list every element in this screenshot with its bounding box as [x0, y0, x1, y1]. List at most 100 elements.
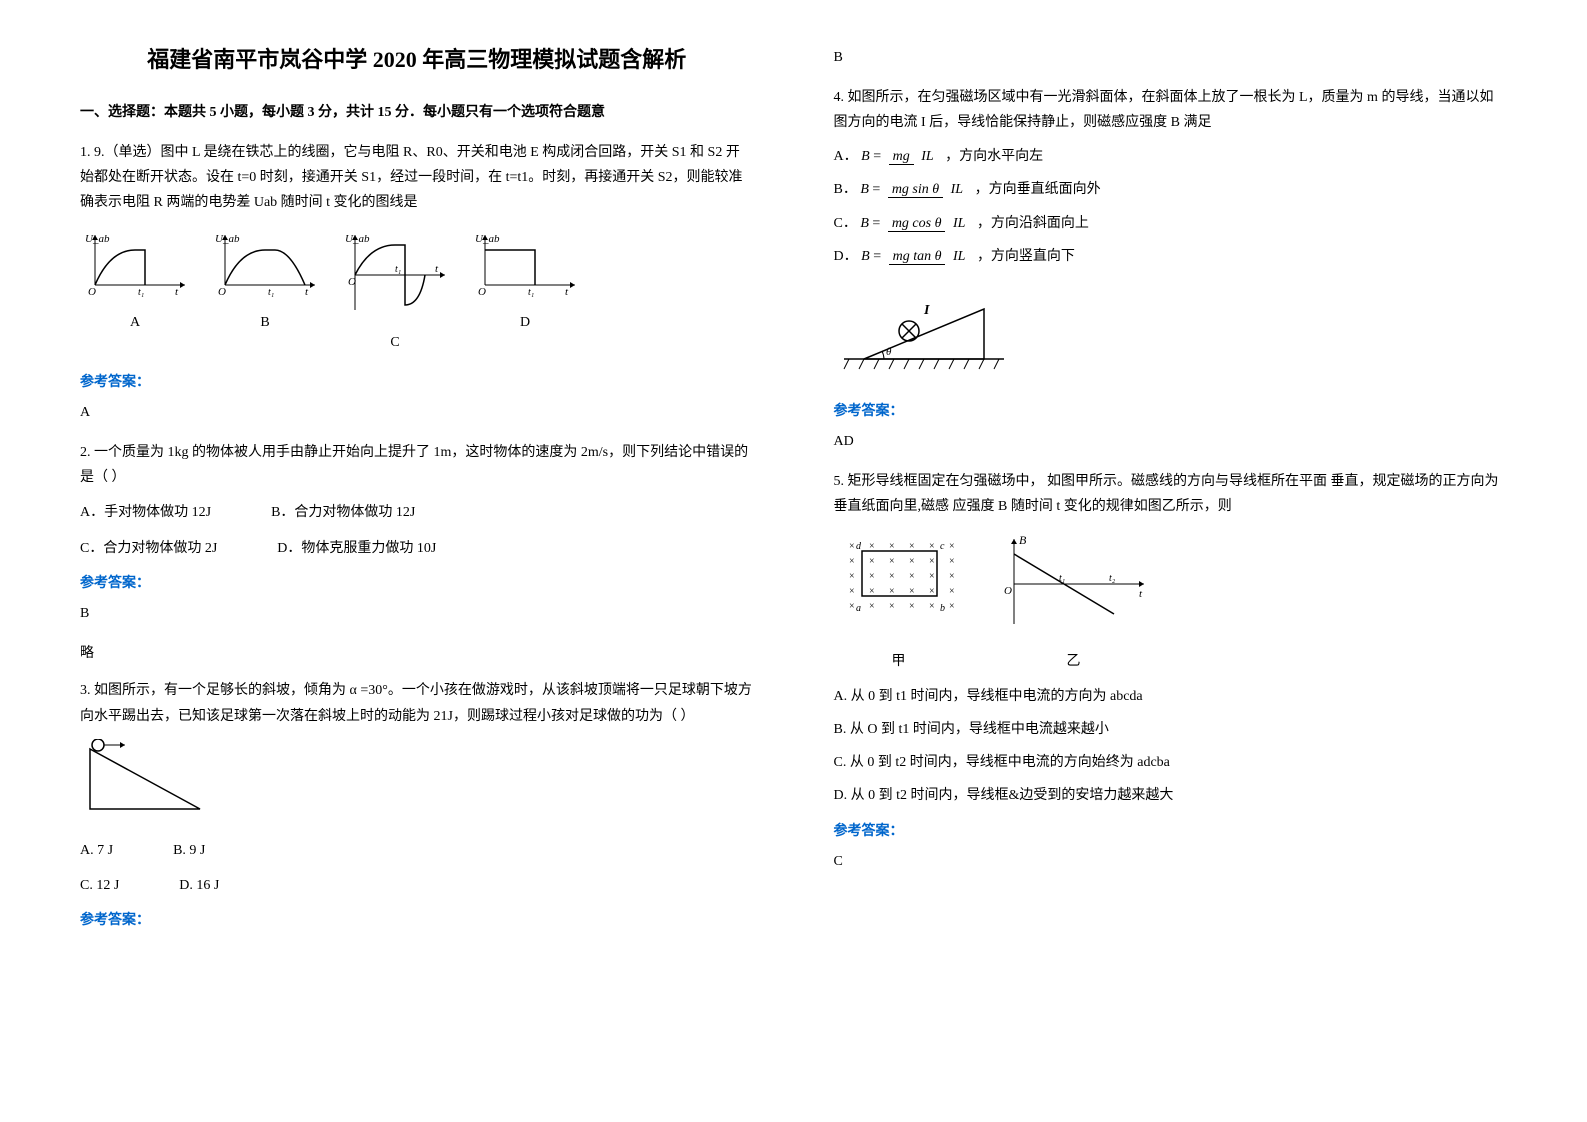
q4-b-prefix: B．: [834, 182, 857, 197]
svg-text:θ: θ: [886, 346, 892, 358]
q5-answer: C: [834, 849, 1508, 874]
q4-opt-d: D． B = mg tan θ IL ，方向竖直向下: [834, 244, 1508, 269]
svg-text:×: ×: [929, 601, 935, 612]
q5-right-label: 乙: [994, 649, 1154, 674]
q5-diagram-left: ×××××× ×××××× ×××××× ×××××× ×××××× d c a…: [834, 529, 964, 673]
q3-opt-b: B. 9 J: [173, 838, 205, 863]
right-column: B 4. 如图所示，在匀强磁场区域中有一光滑斜面体，在斜面体上放了一根长为 L，…: [834, 40, 1508, 946]
svg-text:×: ×: [889, 571, 895, 582]
svg-text:×: ×: [849, 586, 855, 597]
svg-text:I: I: [923, 303, 930, 318]
graph-b-label: B: [210, 310, 320, 335]
svg-text:×: ×: [949, 571, 955, 582]
question-2: 2. 一个质量为 1kg 的物体被人用手由静止开始向上提升了 1m，这时物体的速…: [80, 440, 754, 666]
svg-text:O: O: [478, 286, 486, 298]
svg-text:×: ×: [869, 601, 875, 612]
formula-b: B = mg sin θ IL: [860, 177, 971, 202]
q5-right-svg: B O t₁ t₂ t: [994, 529, 1154, 639]
q4-text: 4. 如图所示，在匀强磁场区域中有一光滑斜面体，在斜面体上放了一根长为 L，质量…: [834, 85, 1508, 135]
q3-opt-c: C. 12 J: [80, 873, 119, 898]
q4-opt-a: A． B = mg IL ，方向水平向左: [834, 144, 1508, 169]
q2-opt-a: A．手对物体做功 12J: [80, 500, 211, 525]
svg-text:t: t: [565, 286, 569, 298]
svg-text:×: ×: [849, 556, 855, 567]
svg-text:U_ab: U_ab: [345, 233, 370, 245]
question-3: 3. 如图所示，有一个足够长的斜坡，倾角为 α =30°。一个小孩在做游戏时，从…: [80, 678, 754, 933]
page-container: 福建省南平市岚谷中学 2020 年高三物理模拟试题含解析 一、选择题：本题共 5…: [80, 40, 1507, 946]
question-4: 4. 如图所示，在匀强磁场区域中有一光滑斜面体，在斜面体上放了一根长为 L，质量…: [834, 85, 1508, 454]
section-header: 一、选择题：本题共 5 小题，每小题 3 分，共计 15 分．每小题只有一个选项…: [80, 100, 754, 125]
svg-text:O: O: [1004, 585, 1012, 597]
page-title: 福建省南平市岚谷中学 2020 年高三物理模拟试题含解析: [80, 40, 754, 80]
q4-opt-c: C． B = mg cos θ IL ，方向沿斜面向上: [834, 211, 1508, 236]
svg-text:t₁: t₁: [268, 287, 274, 298]
q4-incline-svg: I θ: [834, 279, 1014, 379]
q4-answer-label: 参考答案：: [834, 399, 1508, 424]
q4-d-den: IL: [949, 249, 969, 264]
svg-text:×: ×: [949, 556, 955, 567]
q5-diagrams: ×××××× ×××××× ×××××× ×××××× ×××××× d c a…: [834, 529, 1508, 673]
svg-text:×: ×: [889, 601, 895, 612]
svg-text:t: t: [175, 286, 179, 298]
question-1: 1. 9.（单选）图中 L 是绕在铁芯上的线圈，它与电阻 R、R0、开关和电池 …: [80, 140, 754, 425]
q2-opts-row1: A．手对物体做功 12J B．合力对物体做功 12J: [80, 500, 754, 525]
graph-d-svg: U_ab O t₁ t: [470, 230, 580, 300]
q1-graphs: U_ab O t₁ t A U_ab: [80, 230, 754, 354]
graph-b-svg: U_ab O t₁ t: [210, 230, 320, 300]
svg-text:O: O: [218, 286, 226, 298]
q4-answer: AD: [834, 429, 1508, 454]
q5-opt-b: B. 从 O 到 t1 时间内，导线框中电流越来越小: [834, 717, 1508, 742]
svg-text:×: ×: [869, 556, 875, 567]
svg-text:t₁: t₁: [1059, 573, 1065, 584]
graph-a: U_ab O t₁ t A: [80, 230, 190, 354]
svg-text:×: ×: [869, 571, 875, 582]
svg-text:×: ×: [909, 601, 915, 612]
svg-text:t₁: t₁: [395, 264, 401, 275]
q5-left-label: 甲: [834, 649, 964, 674]
question-5: 5. 矩形导线框固定在匀强磁场中， 如图甲所示。磁感线的方向与导线框所在平面 垂…: [834, 469, 1508, 874]
q5-left-svg: ×××××× ×××××× ×××××× ×××××× ×××××× d c a…: [834, 529, 964, 639]
q4-c-prefix: C．: [834, 216, 857, 231]
incline-svg: [80, 739, 210, 819]
q4-d-prefix: D．: [834, 249, 858, 264]
svg-text:d: d: [856, 541, 862, 552]
svg-text:U_ab: U_ab: [215, 233, 240, 245]
svg-text:b: b: [940, 603, 945, 614]
q4-b-num: mg sin θ: [888, 182, 943, 198]
q3-answer-label: 参考答案：: [80, 908, 754, 933]
q5-opt-a: A. 从 0 到 t1 时间内，导线框中电流的方向为 abcda: [834, 684, 1508, 709]
q2-answer-label: 参考答案：: [80, 571, 754, 596]
q2-opt-d: D．物体克服重力做功 10J: [277, 536, 436, 561]
q5-opt-d: D. 从 0 到 t2 时间内，导线框&边受到的安培力越来越大: [834, 783, 1508, 808]
q1-text: 1. 9.（单选）图中 L 是绕在铁芯上的线圈，它与电阻 R、R0、开关和电池 …: [80, 140, 754, 216]
q5-diagram-right: B O t₁ t₂ t 乙: [994, 529, 1154, 673]
svg-text:t: t: [435, 263, 439, 275]
svg-text:×: ×: [949, 541, 955, 552]
q3-answer: B: [834, 45, 1508, 70]
svg-text:t₁: t₁: [138, 287, 144, 298]
q4-c-den: IL: [949, 216, 969, 231]
graph-d: U_ab O t₁ t D: [470, 230, 580, 354]
svg-text:B: B: [1019, 533, 1027, 547]
q2-opts-row2: C．合力对物体做功 2J D．物体克服重力做功 10J: [80, 536, 754, 561]
svg-text:×: ×: [889, 556, 895, 567]
q4-c-num: mg cos θ: [888, 216, 946, 232]
q4-a-den: IL: [917, 149, 937, 164]
q4-diagram: I θ: [834, 279, 1508, 388]
q3-opts-row1: A. 7 J B. 9 J: [80, 838, 754, 863]
left-column: 福建省南平市岚谷中学 2020 年高三物理模拟试题含解析 一、选择题：本题共 5…: [80, 40, 754, 946]
svg-text:a: a: [856, 603, 861, 614]
svg-text:×: ×: [909, 571, 915, 582]
graph-c: U_ab O t₁ t C: [340, 230, 450, 354]
q2-opt-b: B．合力对物体做功 12J: [271, 500, 415, 525]
q4-d-num: mg tan θ: [889, 249, 946, 265]
q4-d-suffix: ，方向竖直向下: [977, 249, 1075, 264]
svg-text:t₁: t₁: [528, 287, 534, 298]
svg-text:×: ×: [909, 556, 915, 567]
svg-text:t₂: t₂: [1109, 573, 1116, 584]
q4-b-den: IL: [947, 182, 967, 197]
q4-c-suffix: ，方向沿斜面向上: [977, 216, 1089, 231]
graph-a-label: A: [80, 310, 190, 335]
formula-c: B = mg cos θ IL: [860, 211, 973, 236]
q2-text: 2. 一个质量为 1kg 的物体被人用手由静止开始向上提升了 1m，这时物体的速…: [80, 440, 754, 490]
